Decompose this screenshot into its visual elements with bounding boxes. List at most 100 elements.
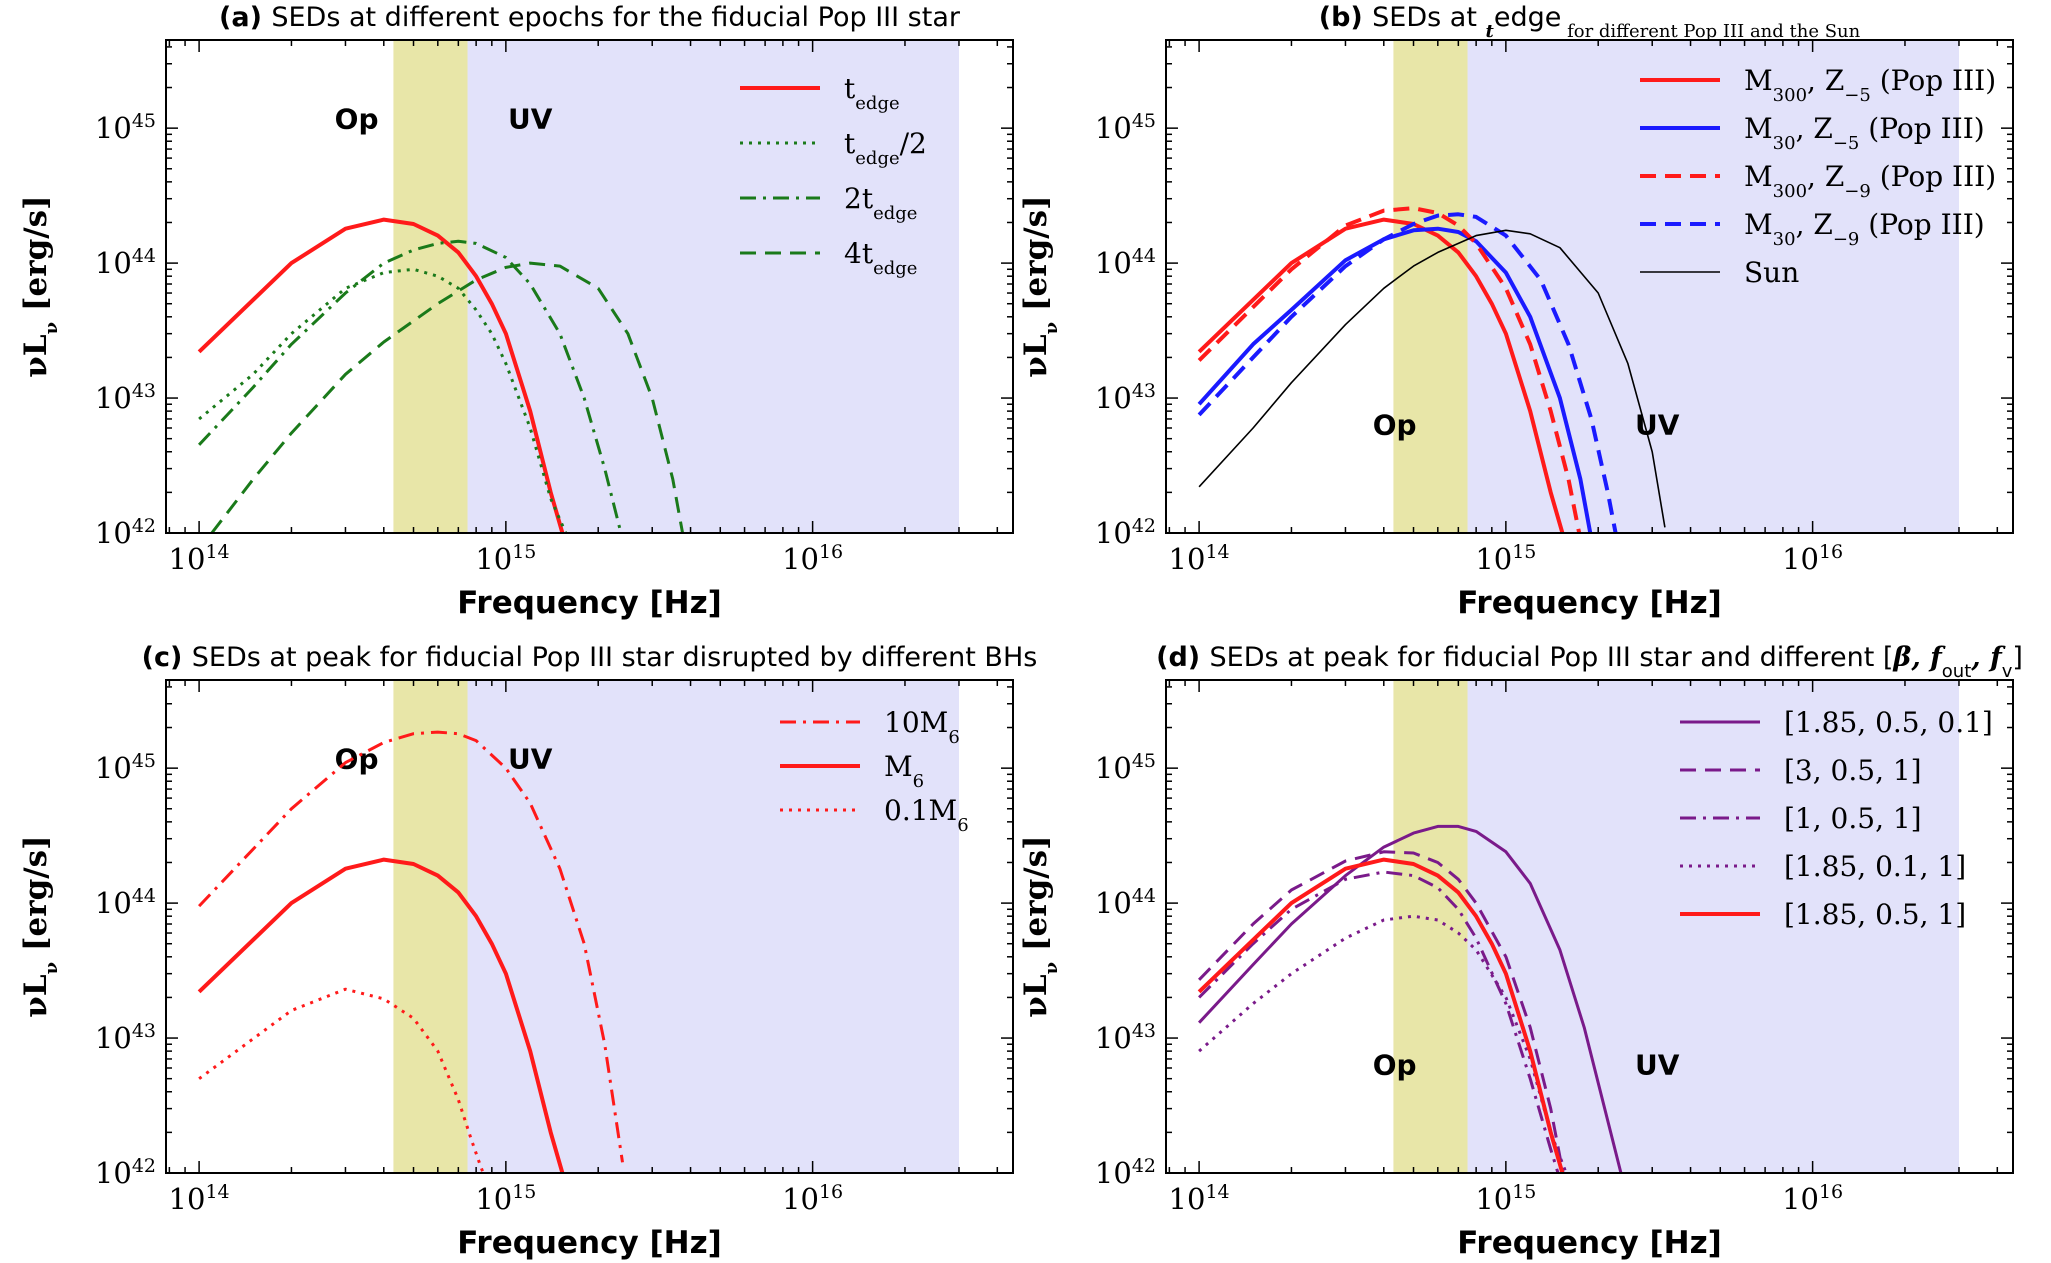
legend-label: 0.1M6 xyxy=(884,794,969,836)
series-line-3 xyxy=(1197,206,1582,533)
ticks xyxy=(1166,40,2013,534)
panel-title: (a) SEDs at different epochs for the fid… xyxy=(219,2,961,33)
series-line-3 xyxy=(1198,870,1560,1173)
band-label-uv: UV xyxy=(508,743,553,776)
series-line-1 xyxy=(197,217,565,533)
series-line-4 xyxy=(210,261,685,533)
y-tick-label: 1045 xyxy=(95,110,156,145)
series-line-2 xyxy=(198,267,568,533)
y-axis-label: νLν [erg/s] xyxy=(18,835,62,1017)
legend-label: M30, Z−5 (Pop III) xyxy=(1744,112,1985,154)
band-label-uv: UV xyxy=(1635,1048,1680,1081)
y-tick-label: 1043 xyxy=(1095,380,1156,415)
x-tick-label: 1015 xyxy=(475,1181,536,1216)
optical-band xyxy=(393,40,468,533)
uv-band xyxy=(467,680,959,1173)
plot-frame xyxy=(1165,679,2014,1174)
band-label-optical: Op xyxy=(1373,1048,1417,1081)
x-axis-label: Frequency [Hz] xyxy=(1457,1225,1722,1261)
band-label-optical: Op xyxy=(1373,408,1417,441)
x-tick-label: 1015 xyxy=(1475,1181,1536,1216)
x-tick-label: 1015 xyxy=(1475,541,1536,576)
x-axis-label: Frequency [Hz] xyxy=(1457,585,1722,621)
x-tick-label: 1014 xyxy=(1169,1181,1230,1216)
y-axis-label: νLν [erg/s] xyxy=(1018,835,1062,1017)
x-tick-label: 1014 xyxy=(169,1181,230,1216)
x-tick-label: 1015 xyxy=(475,541,536,576)
x-tick-label: 1014 xyxy=(1169,541,1230,576)
legend-label: 10M6 xyxy=(884,706,960,748)
x-tick-label: 1016 xyxy=(782,1181,843,1216)
plot-frame xyxy=(165,39,1014,534)
legend-label: [1.85, 0.5, 0.1] xyxy=(1784,706,1993,739)
legend-label: tedge xyxy=(844,72,900,114)
band-label-uv: UV xyxy=(508,103,553,136)
panel-title: (c) SEDs at peak for fiducial Pop III st… xyxy=(142,642,1038,673)
legend-label: [1, 0.5, 1] xyxy=(1784,802,1922,835)
legend-label: tedge/2 xyxy=(844,127,927,169)
y-tick-label: 1044 xyxy=(95,885,156,920)
panel-title: (b) SEDs at tedge for different Pop III … xyxy=(1319,2,1861,42)
legend: [1.85, 0.5, 0.1] [3, 0.5, 1] [1, 0.5, 1] [1… xyxy=(1680,706,1993,931)
plot-frame xyxy=(1165,39,2014,534)
series-line-2 xyxy=(1197,226,1593,533)
series-line-1 xyxy=(198,730,624,1163)
series-group xyxy=(197,217,685,533)
legend-label: 2tedge xyxy=(844,182,917,224)
y-tick-label: 1043 xyxy=(95,380,156,415)
legend: M300, Z−5 (Pop III) M30, Z−5 (Pop III) M30… xyxy=(1640,64,1996,289)
x-axis-label: Frequency [Hz] xyxy=(457,1225,722,1261)
y-tick-label: 1044 xyxy=(95,245,156,280)
legend-label: Sun xyxy=(1744,256,1799,289)
optical-band xyxy=(1393,40,1468,533)
x-tick-label: 1016 xyxy=(782,541,843,576)
optical-band xyxy=(1393,680,1468,1173)
legend: tedge tedge/2 2tedge 4tedge xyxy=(740,72,927,279)
y-axis-label: νLν [erg/s] xyxy=(1018,195,1062,377)
series-line-2 xyxy=(197,857,565,1173)
y-tick-label: 1045 xyxy=(95,750,156,785)
series-line-1 xyxy=(1197,217,1565,533)
uv-band xyxy=(1467,40,1959,533)
series-line-3 xyxy=(198,239,623,533)
series-group xyxy=(197,730,624,1173)
series-line-5 xyxy=(1198,229,1666,528)
panel-d: Op UV 1014 1015 1016 1042 1043 1044 1045 Frequenc… xyxy=(1018,642,2023,1261)
y-tick-label: 1043 xyxy=(95,1020,156,1055)
x-tick-label: 1014 xyxy=(169,541,230,576)
uv-band xyxy=(467,40,959,533)
series-line-4 xyxy=(1197,212,1618,533)
y-tick-label: 1043 xyxy=(1095,1020,1156,1055)
legend-label: [3, 0.5, 1] xyxy=(1784,754,1922,787)
y-tick-label: 1044 xyxy=(1095,885,1156,920)
panel-a: Op UV 1014 1015 1016 1042 1043 1044 1045 Frequenc… xyxy=(18,2,1014,621)
ticks xyxy=(166,40,1013,534)
y-axis-label: νLν [erg/s] xyxy=(18,195,62,377)
series-line-3 xyxy=(198,987,485,1173)
y-tick-label: 1042 xyxy=(1095,515,1156,550)
band-label-optical: Op xyxy=(335,103,379,136)
legend-label: [1.85, 0.1, 1] xyxy=(1784,850,1966,883)
y-tick-label: 1042 xyxy=(1095,1155,1156,1190)
x-tick-label: 1016 xyxy=(1782,1181,1843,1216)
legend-label: M300, Z−5 (Pop III) xyxy=(1744,64,1996,106)
y-tick-label: 1045 xyxy=(1095,110,1156,145)
series-line-1 xyxy=(1198,824,1623,1173)
y-tick-label: 1042 xyxy=(95,1155,156,1190)
series-line-5 xyxy=(1197,857,1565,1173)
x-axis-label: Frequency [Hz] xyxy=(457,585,722,621)
legend-label: M300, Z−9 (Pop III) xyxy=(1744,160,1996,202)
legend-label: [1.85, 0.5, 1] xyxy=(1784,898,1966,931)
y-tick-label: 1042 xyxy=(95,515,156,550)
y-tick-label: 1045 xyxy=(1095,750,1156,785)
series-group xyxy=(1197,824,1623,1173)
x-tick-label: 1016 xyxy=(1782,541,1843,576)
ticks xyxy=(1166,680,2013,1174)
series-line-2 xyxy=(1198,850,1565,1173)
panel-title: (d) SEDs at peak for fiducial Pop III st… xyxy=(1156,642,2023,682)
legend-label: 4tedge xyxy=(844,237,917,279)
optical-band xyxy=(393,680,468,1173)
